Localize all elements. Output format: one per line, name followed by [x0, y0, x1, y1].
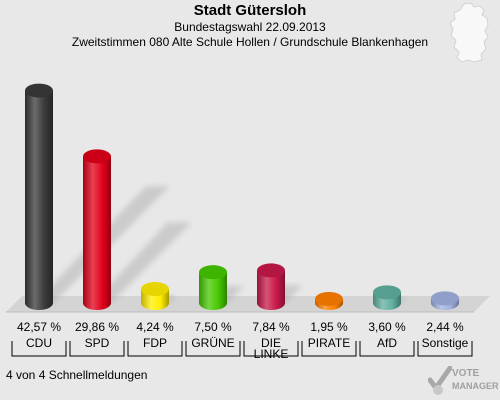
category-bracket-spd: [69, 341, 125, 357]
category-bracket-fdp: [127, 341, 183, 357]
value-label-fdp: 4,24 %: [136, 320, 174, 334]
bars: [25, 83, 459, 310]
value-label-spd: 29,86 %: [75, 320, 119, 334]
category-bracket-pirate: [301, 341, 357, 357]
category-label-afd: AfD: [377, 336, 397, 350]
value-label-grüne: 7,50 %: [194, 320, 232, 334]
value-label-die-linke: 7,84 %: [252, 320, 290, 334]
footer-note: 4 von 4 Schnellmeldungen: [6, 368, 148, 382]
bar-die-linke: [257, 263, 285, 310]
page-title: Stadt Gütersloh: [193, 2, 307, 19]
category-bracket-die-linke: [243, 341, 299, 357]
district-subtitle: Zweitstimmen 080 Alte Schule Hollen / Gr…: [71, 35, 429, 49]
election-subtitle: Bundestagswahl 22.09.2013: [174, 20, 326, 34]
chart-floor: [6, 296, 490, 312]
bar-fdp: [141, 282, 169, 310]
value-label-cdu: 42,57 %: [17, 320, 61, 334]
header: Stadt Gütersloh Bundestagswahl 22.09.201…: [0, 2, 500, 50]
category-bracket-sonstige: [417, 341, 473, 357]
bar-cdu: [25, 83, 53, 310]
category-label-grüne: GRÜNE: [191, 336, 234, 350]
votemanager-check-icon: [428, 366, 452, 395]
value-label-sonstige: 2,44 %: [426, 320, 464, 334]
germany-map-icon: [449, 2, 489, 63]
category-bracket-afd: [359, 341, 415, 357]
value-label-pirate: 1,95 %: [310, 320, 348, 334]
category-label-spd: SPD: [85, 336, 110, 350]
value-labels: 42,57 % 29,86 % 4,24 % 7,50 % 7,84 % 1,95 % 3,…: [17, 320, 464, 334]
logo-text-vote: VOTE: [452, 368, 480, 379]
bar-sonstige: [431, 291, 459, 310]
logo-text-manager: MANAGER: [452, 381, 499, 391]
category-label-sonstige: Sonstige: [422, 336, 469, 350]
category-bracket-cdu: [11, 341, 67, 357]
bar-shadow-spd: [93, 222, 192, 303]
bar-grüne: [199, 265, 227, 310]
category-label-die-linke-2: LINKE: [254, 347, 289, 361]
category-label-die-linke-1: DIE: [261, 336, 281, 350]
bar-pirate: [315, 292, 343, 310]
category-label-fdp: FDP: [143, 336, 167, 350]
value-label-afd: 3,60 %: [368, 320, 406, 334]
category-label-cdu: CDU: [26, 336, 52, 350]
category-label-pirate: PIRATE: [308, 336, 350, 350]
category-bracket-grüne: [185, 341, 241, 357]
bar-spd: [83, 149, 111, 310]
bar-afd: [373, 285, 401, 310]
